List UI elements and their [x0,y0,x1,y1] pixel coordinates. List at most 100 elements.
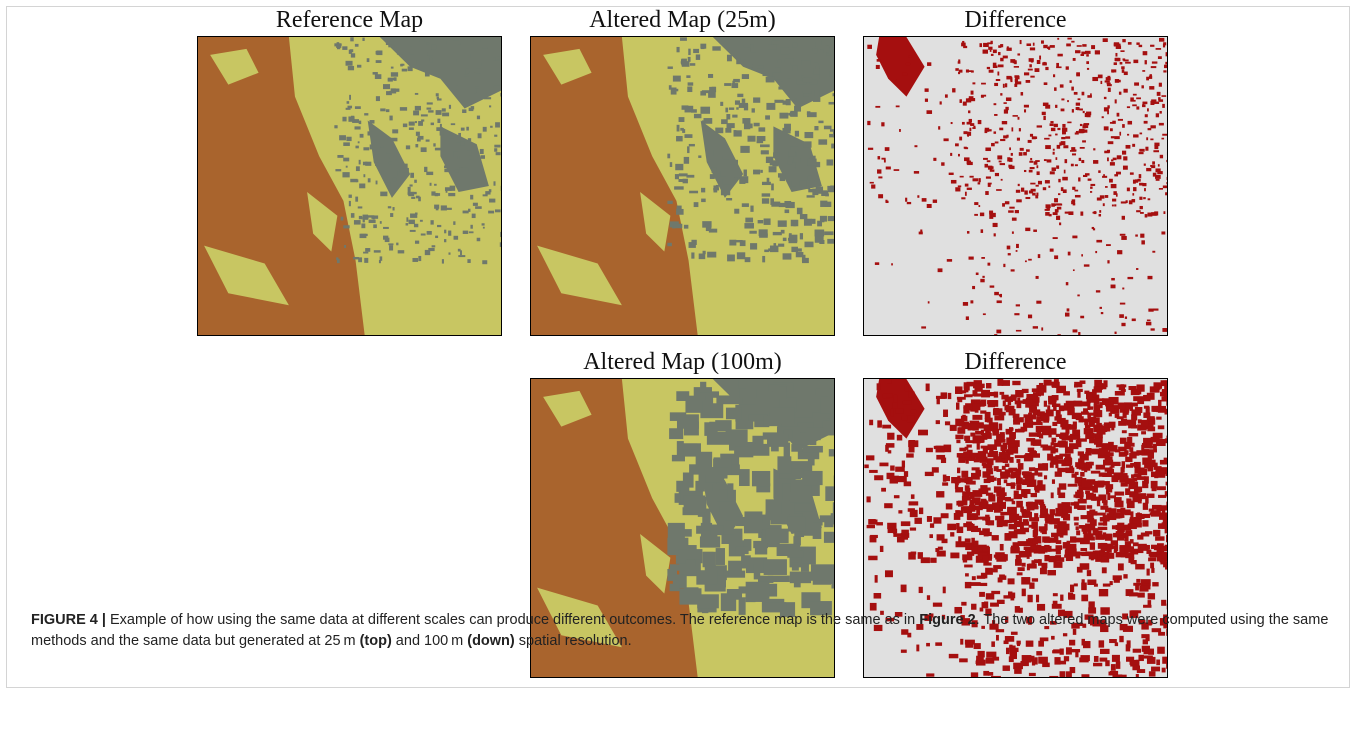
diff-pixel [994,392,998,398]
diff-pixel [1166,482,1167,486]
diff-pixel [1074,583,1078,586]
diff-pixel [933,603,942,607]
diff-pixel [995,552,1005,559]
land-patch [801,60,810,65]
land-patch [785,209,790,213]
land-patch [788,516,805,531]
diff-pixel [1082,401,1090,406]
diff-pixel [903,401,912,404]
diff-pixel [1016,484,1021,490]
diff-pixel [1008,578,1015,584]
land-patch [793,221,796,227]
land-patch [386,41,392,45]
diff-pixel [1123,574,1127,578]
diff-pixel [1147,657,1156,664]
diff-pixel [1080,563,1090,570]
diff-pixel [909,445,915,452]
diff-pixel [989,70,994,73]
diff-pixel [1005,533,1009,540]
diff-pixel [1164,65,1167,68]
diff-pixel [1117,80,1120,83]
diff-pixel [1074,190,1078,192]
diff-pixel [1159,123,1164,126]
land-patch [710,525,724,535]
diff-pixel [969,257,974,260]
diff-pixel [1082,140,1086,142]
land-patch [831,144,834,149]
diff-pixel [892,402,897,408]
caption: FIGURE 4 | Example of how using the same… [31,610,1341,652]
diff-pixel [1033,43,1035,46]
diff-pixel [1085,51,1091,54]
diff-pixel [1072,187,1075,190]
diff-pixel [1094,656,1099,662]
diff-pixel [1156,417,1161,420]
land-patch [753,170,760,175]
diff-pixel [1107,83,1111,85]
diff-pixel [1145,531,1152,534]
land-patch [769,166,777,172]
diff-pixel [936,420,940,424]
diff-pixel [1018,184,1020,186]
diff-pixel [1152,61,1158,63]
diff-pixel [1041,40,1044,43]
land-patch [820,201,827,207]
diff-pixel [1144,164,1146,166]
land-patch [337,155,343,158]
diff-pixel [1136,384,1144,391]
diff-pixel [1123,89,1127,93]
land-patch [726,408,742,420]
land-patch [373,216,375,220]
land-patch [458,133,461,137]
land-patch [494,145,500,148]
diff-pixel [1049,214,1052,216]
diff-pixel [1000,44,1003,47]
diff-pixel [1120,467,1124,473]
diff-pixel [1089,553,1097,559]
diff-pixel [917,195,919,198]
land-patch [735,177,738,181]
diff-pixel [918,552,923,559]
diff-pixel [908,56,912,58]
land-patch [488,211,494,214]
diff-pixel [884,503,892,508]
diff-pixel [982,546,989,552]
land-patch [426,172,433,175]
land-patch [442,108,446,111]
diff-pixel [1077,490,1083,495]
land-patch [435,148,442,151]
land-patch [807,195,815,197]
diff-pixel [965,538,971,542]
land-patch [673,76,681,82]
diff-pixel [1016,81,1021,84]
diff-pixel [966,316,969,320]
land-patch [380,221,382,224]
diff-pixel [991,676,1001,677]
diff-pixel [1136,42,1139,44]
diff-pixel [997,155,1002,159]
diff-pixel [906,453,914,457]
diff-pixel [973,126,975,129]
land-patch [674,186,684,189]
diff-pixel [1000,512,1009,515]
land-patch [788,151,795,157]
diff-pixel [1054,87,1057,91]
diff-pixel [994,83,998,86]
diff-pixel [1121,66,1124,69]
diff-pixel [987,476,994,482]
diff-pixel [1054,416,1059,420]
diff-pixel [1105,660,1109,666]
diff-pixel [1011,127,1013,131]
diff-pixel [1050,45,1055,48]
diff-pixel [1024,190,1027,194]
diff-pixel [957,468,960,474]
diff-pixel [955,68,958,71]
diff-pixel [972,576,976,580]
diff-pixel [1107,157,1109,161]
diff-pixel [914,518,921,524]
diff-pixel [958,61,961,63]
land-patch [670,564,693,570]
diff-pixel [1008,398,1011,405]
land-patch [752,108,755,112]
diff-pixel [972,390,977,396]
